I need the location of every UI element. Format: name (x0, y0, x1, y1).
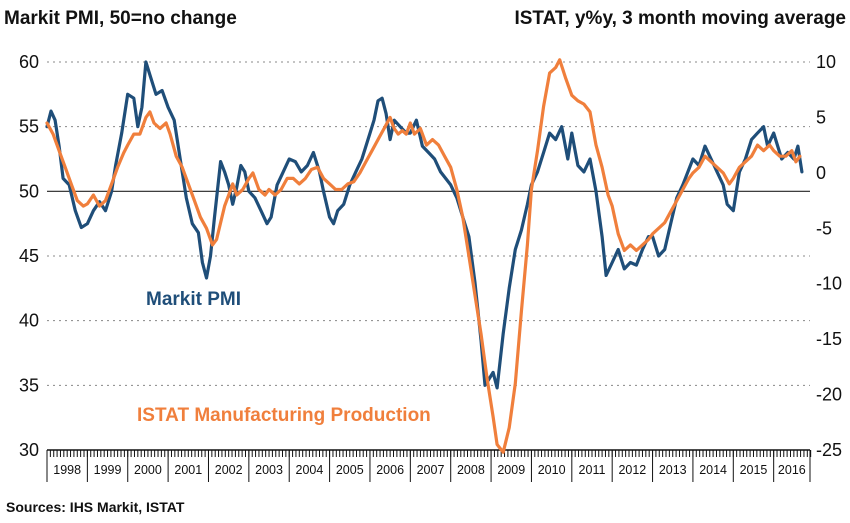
gridlines (47, 61, 810, 386)
markit-pmi-label: Markit PMI (146, 289, 241, 310)
x-tick-label: 2007 (417, 463, 445, 477)
right-tick-label: -25 (816, 440, 842, 460)
left-tick-label: 50 (19, 181, 39, 201)
left-tick-label: 40 (19, 311, 39, 331)
left-axis-title: Markit PMI, 50=no change (4, 8, 237, 29)
right-axis: -25 -20 -15 -10 -5 0 5 10 (816, 52, 842, 460)
left-tick-label: 45 (19, 246, 39, 266)
istat-production-line (45, 58, 802, 454)
right-tick-label: 0 (816, 163, 826, 183)
x-minor-ticks (46, 450, 812, 457)
right-tick-label: -10 (816, 274, 842, 294)
x-tick-label: 2009 (497, 463, 525, 477)
x-tick-label: 1999 (94, 463, 122, 477)
x-tick-label: 2002 (215, 463, 243, 477)
source-note: Sources: IHS Markit, ISTAT (6, 499, 185, 515)
left-tick-label: 60 (19, 52, 39, 72)
left-tick-label: 55 (19, 117, 39, 137)
x-tick-label: 2016 (778, 463, 806, 477)
x-tick-label: 2000 (134, 463, 162, 477)
x-tick-label: 2013 (659, 463, 687, 477)
x-tick-label: 2008 (457, 463, 485, 477)
x-tick-label: 2001 (174, 463, 202, 477)
series-layer (45, 58, 804, 454)
x-tick-label: 2011 (579, 463, 606, 477)
right-axis-title: ISTAT, y%y, 3 month moving average (514, 8, 846, 29)
x-tick-label: 2005 (336, 463, 364, 477)
right-tick-label: 5 (816, 107, 826, 127)
left-tick-label: 35 (19, 375, 39, 395)
right-tick-label: 10 (816, 52, 836, 72)
x-tick-label: 2004 (296, 463, 324, 477)
x-axis: 1998 1999 2000 2001 2002 2003 2004 2005 2006 2007… (46, 449, 812, 482)
right-tick-label: -15 (816, 329, 842, 349)
left-tick-label: 30 (19, 440, 39, 460)
x-tick-label: 2012 (618, 463, 646, 477)
x-tick-label: 2003 (255, 463, 283, 477)
x-tick-label: 2010 (538, 463, 566, 477)
x-tick-label: 2015 (740, 463, 768, 477)
markit-pmi-line (45, 60, 804, 390)
x-tick-label: 2014 (699, 463, 727, 477)
right-tick-label: -20 (816, 385, 842, 405)
x-tick-label: 1998 (53, 463, 81, 477)
left-axis: 30 35 40 45 50 55 60 (19, 52, 39, 460)
istat-label: ISTAT Manufacturing Production (137, 405, 431, 426)
x-tick-label: 2006 (376, 463, 404, 477)
right-tick-label: -5 (816, 218, 832, 238)
